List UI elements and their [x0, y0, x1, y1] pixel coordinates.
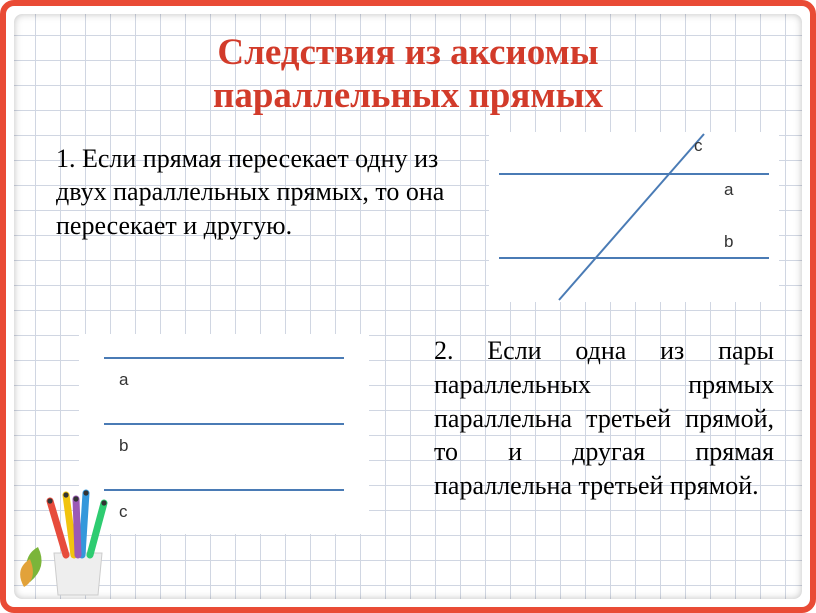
fig2-label-b: b — [119, 436, 128, 456]
figure-1-svg — [489, 132, 779, 302]
title-line-2: параллельных прямых — [213, 75, 603, 116]
corollary-1-text: 1. Если прямая пересекает одну из двух п… — [56, 142, 456, 242]
title-line-1: Следствия из аксиомы — [217, 32, 598, 73]
slide-grid-bg: Следствия из аксиомы параллельных прямых… — [14, 14, 802, 599]
slide-frame: Следствия из аксиомы параллельных прямых… — [0, 0, 816, 613]
fig1-line-c — [559, 134, 704, 300]
fig1-label-c: c — [694, 136, 703, 156]
pencil-cup-icon — [20, 487, 130, 597]
corollary-2-text: 2. Если одна из пары параллельных прямых… — [434, 334, 774, 503]
slide-title: Следствия из аксиомы параллельных прямых — [14, 32, 802, 117]
fig2-label-a: a — [119, 370, 128, 390]
figure-1: a b c — [489, 132, 779, 302]
fig1-label-a: a — [724, 180, 733, 200]
fig1-label-b: b — [724, 232, 733, 252]
